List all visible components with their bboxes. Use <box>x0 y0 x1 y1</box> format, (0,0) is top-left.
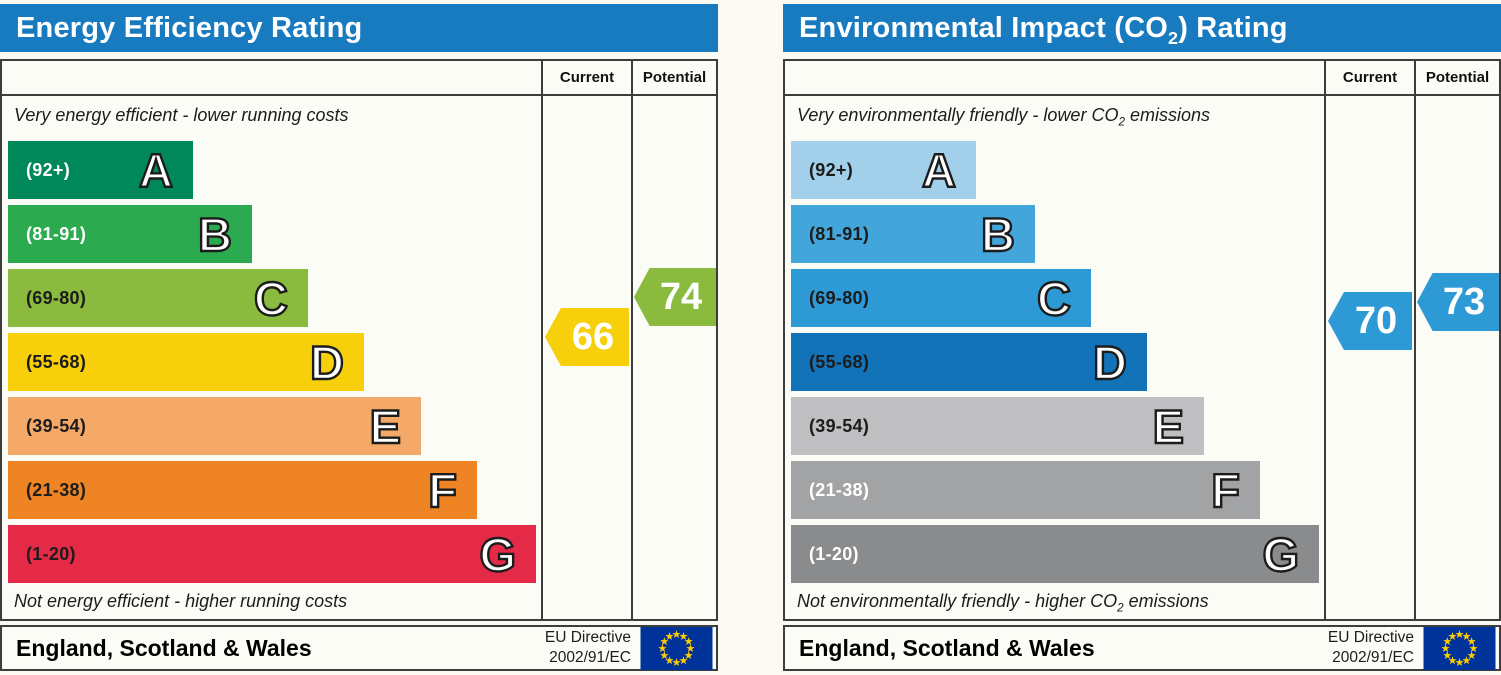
potential-rating-value: 73 <box>1442 280 1486 323</box>
band-letter: F <box>1210 463 1241 517</box>
band-letter: E <box>1151 399 1185 453</box>
band-range-label: (81-91) <box>26 223 87 244</box>
band-range-label: (69-80) <box>809 287 870 308</box>
rating-table: Current Potential Very energy efficient … <box>0 59 718 621</box>
band-d: (55-68) D <box>791 333 1147 391</box>
current-column-divider <box>1324 61 1326 619</box>
band-letter: A <box>138 143 174 197</box>
band-range-label: (21-38) <box>809 479 870 500</box>
band-range-label: (55-68) <box>809 351 870 372</box>
panel-title: Environmental Impact (CO2) Rating <box>799 12 1288 48</box>
band-g: (1-20) G <box>791 525 1319 583</box>
eu-directive-line2: 2002/91/EC <box>549 649 631 666</box>
footer: England, Scotland & Wales EU Directive 2… <box>0 625 718 671</box>
band-range-label: (21-38) <box>26 479 87 500</box>
eu-directive-line1: EU Directive <box>1327 629 1414 647</box>
eu-directive-line2: 2002/91/EC <box>1332 649 1414 666</box>
band-e: (39-54) E <box>8 397 421 455</box>
potential-column-divider <box>1414 61 1416 619</box>
band-c: (69-80) C <box>791 269 1091 327</box>
band-letter: D <box>1092 335 1128 389</box>
potential-column-divider <box>631 61 633 619</box>
band-g: (1-20) G <box>8 525 536 583</box>
band-range-label: (81-91) <box>809 223 870 244</box>
band-letter: C <box>253 271 289 325</box>
current-rating-value: 66 <box>571 315 615 358</box>
band-letter: C <box>1036 271 1072 325</box>
rating-table: Current Potential Very environmentally f… <box>783 59 1501 621</box>
band-letter: F <box>427 463 458 517</box>
band-range-label: (39-54) <box>809 415 870 436</box>
eu-directive-line1: EU Directive <box>544 629 631 647</box>
panel-title: Energy Efficiency Rating <box>16 12 363 44</box>
band-range-label: (1-20) <box>26 543 76 564</box>
potential-rating-arrow: 73 <box>1417 273 1499 331</box>
band-letter: B <box>980 207 1016 261</box>
band-range-label: (1-20) <box>809 543 859 564</box>
region-label: England, Scotland & Wales <box>799 634 1095 661</box>
band-f: (21-38) F <box>791 461 1260 519</box>
region-label: England, Scotland & Wales <box>16 634 312 661</box>
caption-bottom: Not energy efficient - higher running co… <box>14 591 348 611</box>
potential-column-header: Potential <box>642 69 707 86</box>
band-e: (39-54) E <box>791 397 1204 455</box>
caption-top: Very energy efficient - lower running co… <box>14 105 349 125</box>
eu-directive-label: EU Directive 2002/91/EC <box>1328 628 1423 668</box>
eu-flag-icon <box>640 626 713 670</box>
band-a: (92+) A <box>8 141 193 199</box>
energy-efficiency-rating-panel: Energy Efficiency Rating Current Potenti… <box>0 4 718 671</box>
band-letter: G <box>478 527 517 581</box>
caption-bottom: Not environmentally friendly - higher CO… <box>797 591 1209 615</box>
header-row-divider <box>2 94 716 96</box>
potential-rating-arrow: 74 <box>634 268 716 326</box>
environmental-impact-rating-panel: Environmental Impact (CO2) Rating Curren… <box>783 4 1501 671</box>
band-range-label: (55-68) <box>26 351 87 372</box>
band-a: (92+) A <box>791 141 976 199</box>
current-column-header: Current <box>559 69 615 86</box>
potential-column-header: Potential <box>1425 69 1490 86</box>
band-range-label: (92+) <box>809 159 854 180</box>
current-rating-arrow: 70 <box>1328 292 1412 350</box>
current-rating-value: 70 <box>1354 299 1398 342</box>
band-letter: D <box>309 335 345 389</box>
band-letter: G <box>1261 527 1300 581</box>
panel-title-bar: Energy Efficiency Rating <box>0 4 718 52</box>
band-f: (21-38) F <box>8 461 477 519</box>
band-letter: B <box>197 207 233 261</box>
band-letter: A <box>921 143 957 197</box>
band-b: (81-91) B <box>791 205 1035 263</box>
band-range-label: (92+) <box>26 159 71 180</box>
current-column-divider <box>541 61 543 619</box>
potential-rating-value: 74 <box>659 275 703 318</box>
header-row-divider <box>785 94 1499 96</box>
current-rating-arrow: 66 <box>545 308 629 366</box>
eu-directive-label: EU Directive 2002/91/EC <box>545 628 640 668</box>
panel-title-bar: Environmental Impact (CO2) Rating <box>783 4 1501 52</box>
band-range-label: (39-54) <box>26 415 87 436</box>
caption-top: Very environmentally friendly - lower CO… <box>797 105 1210 129</box>
band-d: (55-68) D <box>8 333 364 391</box>
band-b: (81-91) B <box>8 205 252 263</box>
band-letter: E <box>368 399 402 453</box>
current-column-header: Current <box>1342 69 1398 86</box>
band-c: (69-80) C <box>8 269 308 327</box>
band-range-label: (69-80) <box>26 287 87 308</box>
rating-bands: (92+) A (81-91) B (69-80) C (55-68) D (3… <box>8 141 536 589</box>
rating-bands: (92+) A (81-91) B (69-80) C (55-68) D (3… <box>791 141 1319 589</box>
footer: England, Scotland & Wales EU Directive 2… <box>783 625 1501 671</box>
eu-flag-icon <box>1423 626 1496 670</box>
